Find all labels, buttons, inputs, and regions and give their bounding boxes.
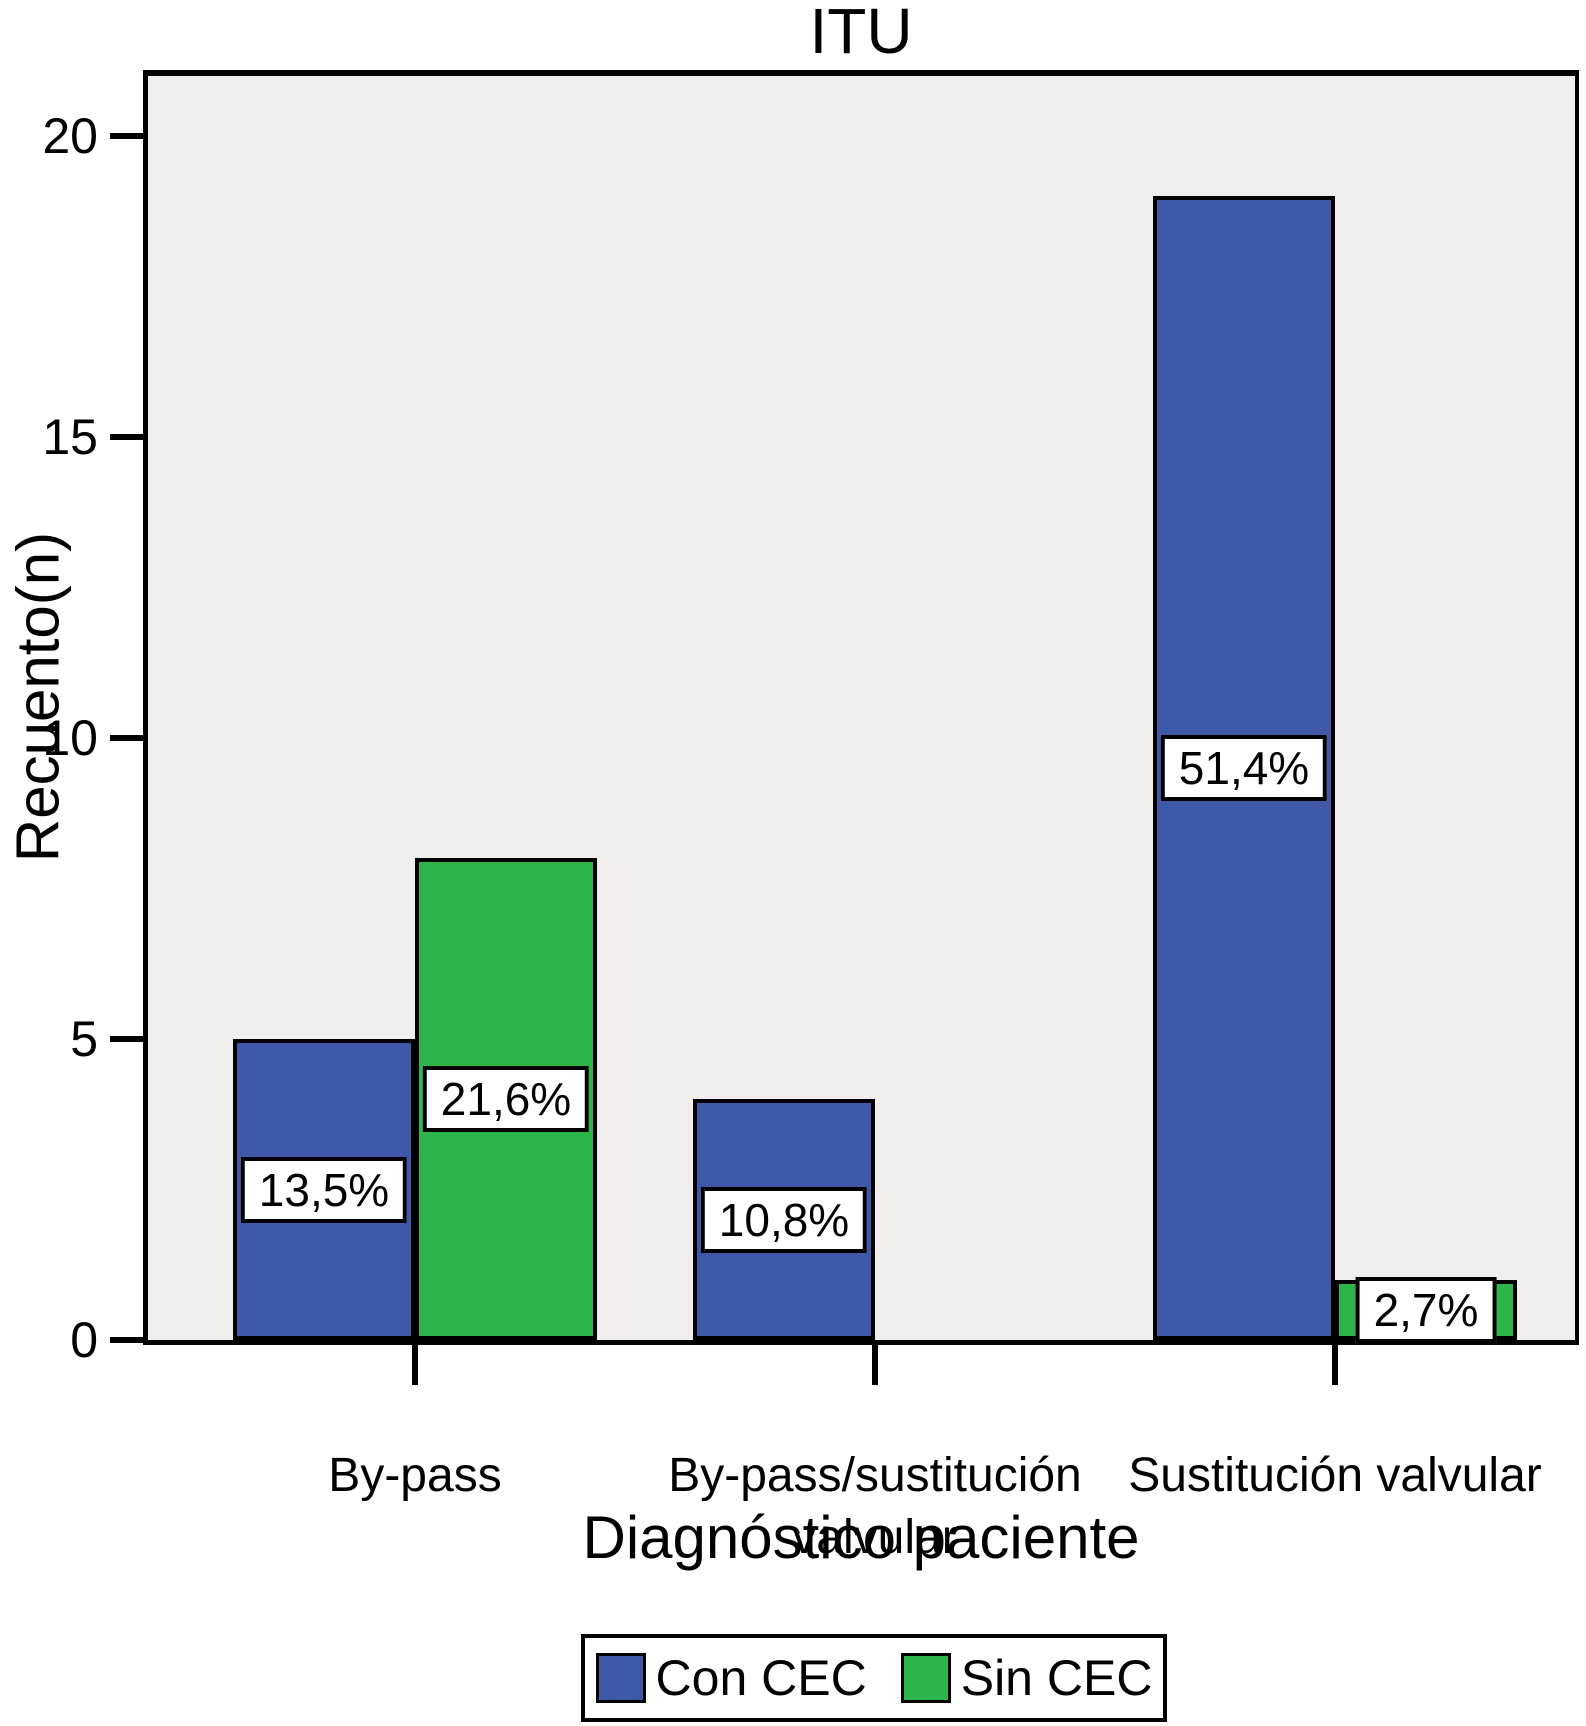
plot-area: 0 5 10 15 20 By-pass By-pass/sustitución valvu…: [42, 70, 1579, 1564]
y-axis-title: Recuento(n): [4, 531, 72, 863]
bar-value-label: 51,4%: [1160, 735, 1328, 801]
legend: Con CEC Sin CEC: [581, 1634, 1167, 1722]
y-tick: [110, 1337, 143, 1343]
x-tick: [1332, 1345, 1338, 1385]
legend-swatch: [595, 1653, 646, 1703]
y-tick: [110, 434, 143, 441]
y-tick-label: 10: [42, 710, 98, 767]
legend-item: Sin CEC: [900, 1649, 1153, 1707]
legend-label: Sin CEC: [960, 1650, 1153, 1706]
y-tick-label: 15: [42, 409, 98, 466]
x-tick-label: By-pass: [328, 1449, 502, 1502]
bar-value-label: 10,8%: [700, 1186, 868, 1253]
y-tick-label: 0: [70, 1312, 98, 1368]
legend-swatch: [900, 1653, 951, 1703]
chart-title: ITU: [809, 0, 913, 67]
x-tick: [412, 1345, 418, 1385]
bar-value-label: 21,6%: [422, 1066, 590, 1132]
legend-label: Con CEC: [655, 1650, 867, 1706]
y-tick: [110, 735, 143, 742]
x-tick-label: By-pass/sustitución valvular: [668, 1449, 1082, 1565]
legend-item: Con CEC: [595, 1649, 867, 1707]
y-tick-label: 20: [42, 108, 98, 165]
y-tick: [110, 133, 143, 140]
bar-value-label: 2,7%: [1355, 1277, 1497, 1343]
x-tick: [872, 1345, 878, 1385]
y-tick-label: 5: [70, 1011, 98, 1068]
x-axis-title: Diagnóstico paciente: [582, 1504, 1140, 1571]
bar-value-label: 13,5%: [240, 1156, 408, 1223]
y-tick: [110, 1036, 143, 1043]
x-tick-label: Sustitución valvular: [1128, 1449, 1542, 1502]
